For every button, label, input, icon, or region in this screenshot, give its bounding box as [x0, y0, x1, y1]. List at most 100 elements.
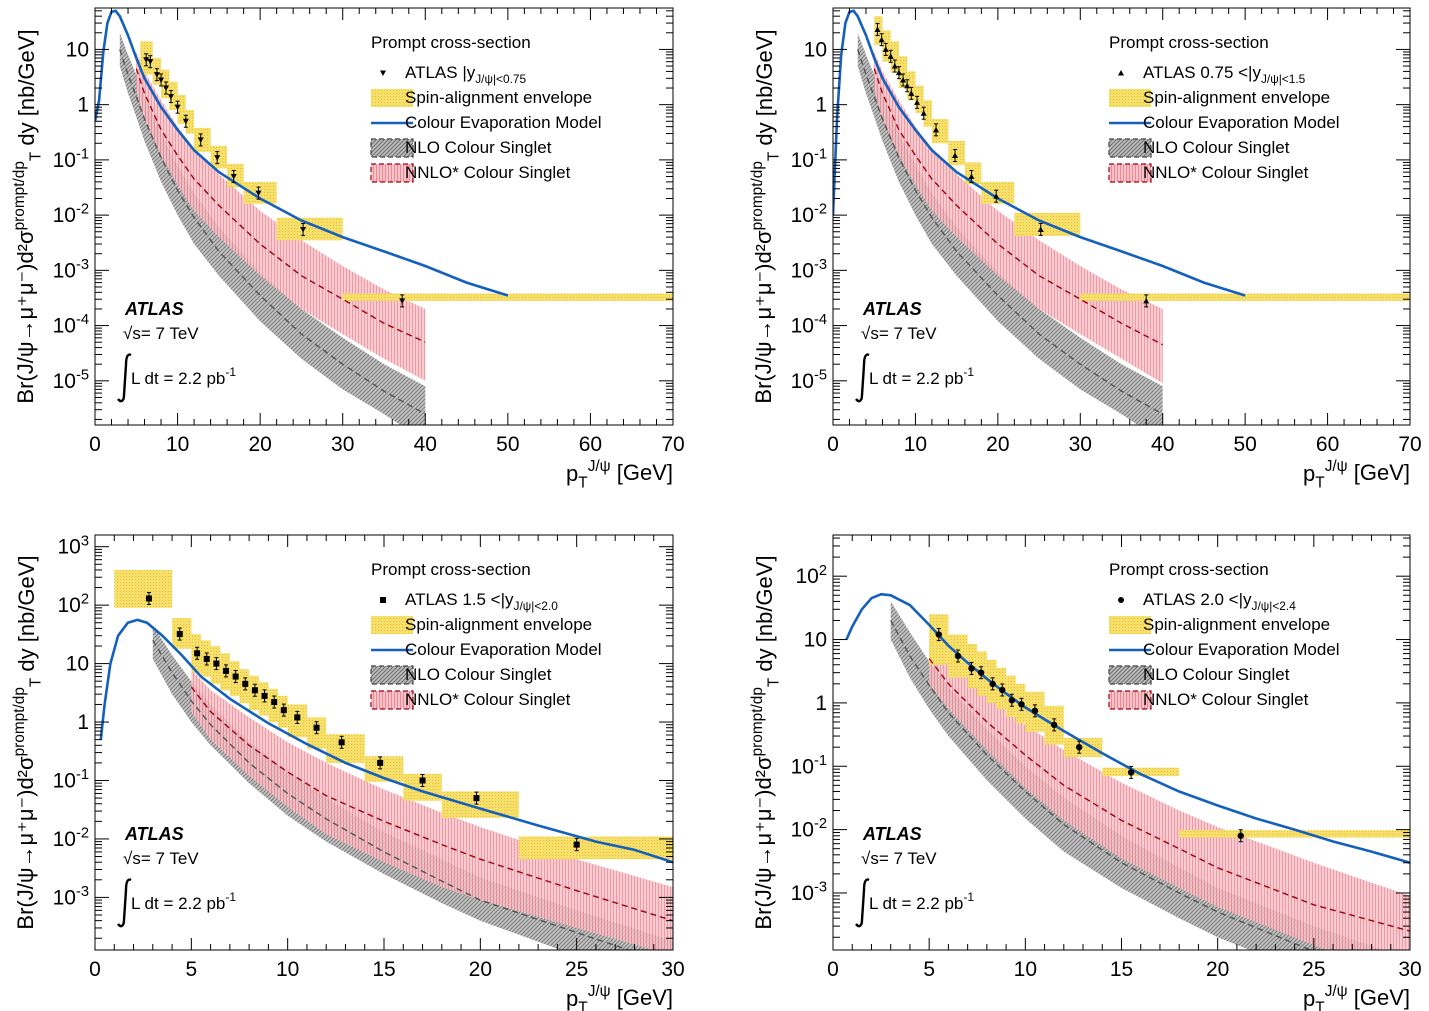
data-point: [214, 155, 221, 161]
y-tick-label: 1: [815, 692, 827, 715]
legend-entry: Colour Evaporation Model: [1109, 113, 1340, 132]
x-axis-title: pTJ/ψ [GeV]: [566, 458, 673, 492]
data-point: [895, 69, 902, 76]
data-point: [377, 759, 384, 766]
data-point: [232, 673, 239, 680]
legend-entry: Spin-alignment envelope: [371, 615, 592, 634]
legend-swatch-nnlo: [370, 690, 414, 710]
y-tick-label: 1: [77, 94, 89, 117]
plot-frame: [94, 7, 674, 426]
legend-entry: ATLAS 0.75 <|yJ/ψ|<1.5: [1118, 63, 1306, 86]
spin-envelope-box: [1063, 737, 1103, 758]
legend-entry: Spin-alignment envelope: [1109, 88, 1330, 107]
data-point: [271, 699, 278, 706]
legend-label: NNLO* Colour Singlet: [1143, 690, 1309, 709]
plot-area: [833, 9, 1410, 425]
spin-envelope-box: [441, 791, 519, 818]
x-tick-label: 30: [331, 433, 354, 456]
panel-top-right: 0 10 20 30 40 50 60 70 10-5 10-4 10-3 10-2 10-1 1 10 pT…: [749, 7, 1422, 492]
legend-swatch-nlo: [370, 665, 414, 685]
x-tick-label: 70: [661, 433, 684, 456]
energy-label: √s= 7 TeV: [123, 849, 199, 868]
spin-envelope-box: [185, 110, 195, 134]
x-tick-label: 0: [89, 433, 101, 456]
plot-area: [845, 592, 1410, 950]
data-point: [1018, 701, 1025, 708]
x-tick-label: 0: [827, 958, 839, 981]
legend-label: NLO Colour Singlet: [405, 138, 552, 157]
data-point: [338, 739, 345, 746]
x-tick-label: 30: [661, 958, 684, 981]
legend-marker: [380, 597, 386, 603]
x-tick-label: 25: [565, 958, 588, 981]
legend-entry: NNLO* Colour Singlet: [370, 163, 571, 183]
x-tick-label: 60: [579, 433, 602, 456]
atlas-label: ATLAS: [862, 824, 922, 844]
legend-label: NNLO* Colour Singlet: [1143, 163, 1309, 182]
data-point: [914, 99, 921, 105]
x-tick-label: 30: [1069, 433, 1092, 456]
integral-sign: [117, 353, 132, 403]
panel-bottom-right: 0 5 10 15 20 25 30 10-3 10-2 10-1 1 10 102 pTJ/ψ [GeV…: [749, 534, 1422, 1011]
y-tick-label: 10-1: [791, 753, 827, 778]
data-point: [1127, 769, 1135, 776]
integral-sign: [117, 878, 132, 928]
nnlo-band: [191, 669, 673, 950]
spin-envelope-box: [169, 81, 178, 111]
y-axis-title: Br(J/ψ→μ⁺μ⁻)d²σprompt/dpT dy [nb/GeV]: [749, 29, 783, 403]
data-point: [1143, 297, 1150, 304]
y-tick-label: 10-3: [791, 257, 827, 282]
spin-envelope-box: [268, 688, 279, 723]
data-point: [920, 110, 927, 116]
spin-envelope-box: [1080, 293, 1410, 301]
data-point: [419, 777, 426, 784]
legend-swatch-nnlo: [1108, 690, 1152, 710]
x-tick-label: 40: [414, 433, 437, 456]
atlas-label: ATLAS: [862, 299, 922, 319]
data-point: [182, 118, 189, 125]
x-tick-label: 20: [1206, 958, 1229, 981]
legend-entry: Colour Evaporation Model: [1109, 640, 1340, 659]
spin-envelope-box: [342, 293, 673, 301]
y-tick-label: 10-3: [791, 880, 827, 905]
spin-envelope-box: [276, 217, 343, 241]
y-tick-label: 10-5: [791, 367, 827, 392]
y-tick-label: 10-2: [791, 202, 827, 227]
x-tick-label: 30: [1398, 958, 1421, 981]
integral-sign: [855, 353, 870, 403]
x-tick-label: 15: [1110, 958, 1133, 981]
legend-label: Colour Evaporation Model: [1143, 113, 1340, 132]
data-point: [313, 724, 320, 731]
legend-label: ATLAS 1.5 <|yJ/ψ|<2.0: [405, 590, 558, 613]
data-point: [230, 174, 237, 180]
legend-label: Colour Evaporation Model: [405, 113, 602, 132]
data-point: [887, 53, 894, 59]
y-axis-title: Br(J/ψ→μ⁺μ⁻)d²σprompt/dpT dy [nb/GeV]: [11, 29, 45, 403]
legend-entry: NNLO* Colour Singlet: [1108, 690, 1309, 710]
nnlo-central-line: [873, 68, 1164, 346]
x-axis-title: pTJ/ψ [GeV]: [1303, 458, 1410, 492]
legend-label: NNLO* Colour Singlet: [405, 690, 571, 709]
spin-envelope-box: [882, 30, 891, 62]
data-point: [977, 669, 985, 676]
data-point: [251, 687, 258, 694]
data-point: [935, 631, 942, 638]
data-point: [908, 90, 915, 96]
x-tick-label: 25: [1302, 958, 1325, 981]
legend-marker: [1118, 70, 1124, 76]
data-point: [399, 298, 406, 304]
spin-envelope-box: [898, 56, 908, 89]
legend-label: Colour Evaporation Model: [1143, 640, 1340, 659]
x-tick-label: 5: [923, 958, 935, 981]
cem-curve: [845, 592, 1410, 864]
legend-entry: ATLAS |yJ/ψ|<0.75: [380, 63, 527, 86]
data-point: [213, 660, 220, 667]
legend-swatch-nlo: [1108, 138, 1152, 158]
y-tick-label: 10: [66, 653, 89, 676]
data-point: [242, 680, 249, 687]
lumi-label: L dt = 2.2 pb-1: [869, 890, 974, 913]
data-point: [573, 841, 580, 848]
data-point: [951, 152, 958, 159]
legend-label: NNLO* Colour Singlet: [405, 163, 571, 182]
